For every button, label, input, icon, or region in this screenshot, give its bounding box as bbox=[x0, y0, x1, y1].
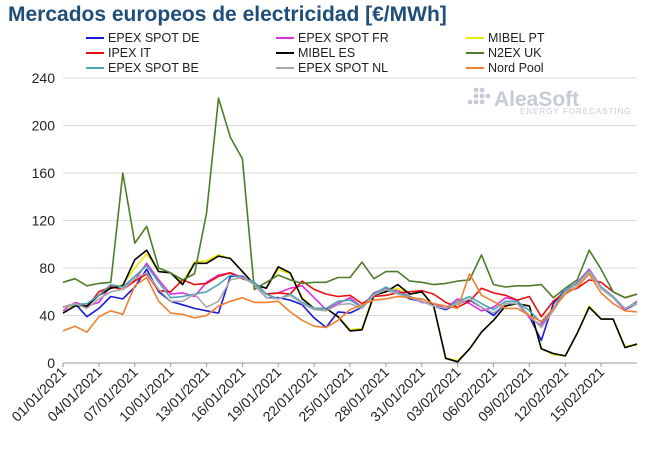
series-line-epex-spot-de bbox=[62, 268, 638, 342]
legend-label-n2ex-uk: N2EX UK bbox=[488, 46, 542, 60]
y-tick-label: 120 bbox=[32, 213, 56, 229]
legend-label-epex-spot-be: EPEX SPOT BE bbox=[108, 61, 199, 75]
legend: EPEX SPOT DE EPEX SPOT FR MIBEL PT IPEX IT M… bbox=[86, 31, 545, 75]
legend-label-nord-pool: Nord Pool bbox=[488, 61, 544, 75]
logo-subtext: ENERGY FORECASTING bbox=[520, 107, 632, 116]
legend-label-mibel-es: MIBEL ES bbox=[298, 46, 355, 60]
aleasoft-logo: AleaSoft ENERGY FORECASTING bbox=[467, 87, 632, 116]
series-line-epex-spot-nl bbox=[62, 270, 638, 329]
legend-label-mibel-pt: MIBEL PT bbox=[488, 31, 545, 45]
y-tick-label: 0 bbox=[47, 355, 55, 371]
x-axis-ticks: 01/01/202104/01/202107/01/202110/01/2021… bbox=[8, 363, 607, 425]
logo-text: AleaSoft bbox=[494, 88, 579, 111]
y-tick-label: 80 bbox=[39, 260, 55, 276]
series-line-n2ex-uk bbox=[62, 97, 638, 299]
series-line-nord-pool bbox=[62, 273, 638, 333]
series-lines bbox=[62, 97, 638, 363]
legend-label-epex-spot-nl: EPEX SPOT NL bbox=[298, 61, 388, 75]
y-axis-ticks: 0 40 80 120 160 200 240 bbox=[32, 70, 56, 371]
series-line-ipex-it bbox=[62, 271, 638, 318]
logo-dots-icon bbox=[467, 87, 491, 105]
y-tick-label: 40 bbox=[39, 308, 55, 324]
legend-label-epex-spot-fr: EPEX SPOT FR bbox=[298, 31, 389, 45]
series-line-epex-spot-fr bbox=[62, 262, 638, 326]
y-tick-label: 240 bbox=[32, 70, 56, 86]
series-line-mibel-es bbox=[62, 249, 638, 363]
legend-label-epex-spot-de: EPEX SPOT DE bbox=[108, 31, 199, 45]
y-tick-label: 200 bbox=[32, 118, 56, 134]
series-line-epex-spot-be bbox=[62, 264, 638, 324]
grid-lines bbox=[63, 77, 637, 364]
y-tick-label: 160 bbox=[32, 165, 56, 181]
legend-label-ipex-it: IPEX IT bbox=[108, 46, 151, 60]
chart-title: Mercados europeos de electricidad [€/MWh… bbox=[8, 3, 447, 26]
